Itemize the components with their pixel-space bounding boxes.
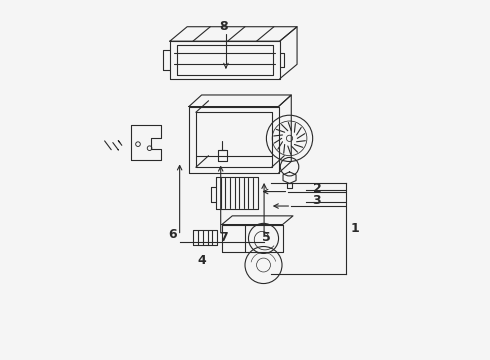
Text: 1: 1 [351, 222, 360, 235]
Text: 8: 8 [220, 19, 228, 33]
Text: 7: 7 [219, 231, 228, 244]
Text: 4: 4 [197, 255, 206, 267]
Text: 2: 2 [313, 181, 321, 195]
Text: 6: 6 [169, 228, 177, 241]
Text: 3: 3 [313, 194, 321, 207]
Text: 5: 5 [262, 231, 271, 244]
